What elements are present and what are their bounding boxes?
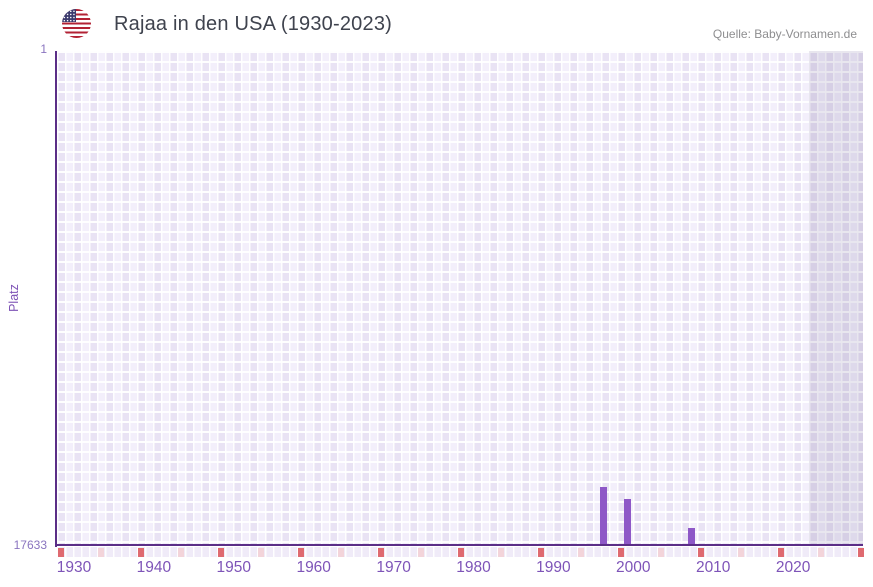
decade-marker-cell <box>57 547 65 557</box>
x-tick-1960: 1960 <box>296 559 331 576</box>
timeline-marker-row <box>57 547 865 557</box>
half-decade-marker-cell <box>497 547 505 557</box>
decade-marker-cell <box>457 547 465 557</box>
half-decade-marker-cell <box>177 547 185 557</box>
decade-marker-cell <box>857 547 865 557</box>
x-tick-1940: 1940 <box>136 559 172 576</box>
decade-marker-cell <box>137 547 145 557</box>
half-decade-marker-cell <box>737 547 745 557</box>
decade-marker-cell <box>617 547 625 557</box>
x-tick-1970: 1970 <box>376 559 411 576</box>
rank-bar-2007[interactable] <box>688 528 696 545</box>
decade-marker-cell <box>377 547 385 557</box>
us-flag-icon <box>62 9 91 38</box>
plot-area[interactable] <box>57 51 863 545</box>
half-decade-marker-cell <box>817 547 825 557</box>
us-flag-canton <box>62 9 76 22</box>
decade-marker-cell <box>537 547 545 557</box>
source-credit: Quelle: Baby-Vornamen.de <box>712 27 857 41</box>
half-decade-marker-cell <box>417 547 425 557</box>
x-axis-line <box>55 544 863 547</box>
x-tick-1980: 1980 <box>456 559 491 576</box>
half-decade-marker-cell <box>577 547 585 557</box>
decade-marker-cell <box>777 547 785 557</box>
x-tick-2000: 2000 <box>616 559 651 576</box>
y-axis-line <box>55 51 58 547</box>
y-tick-worst-rank: 17633 <box>13 538 47 552</box>
future-years-shade <box>809 51 863 545</box>
half-decade-marker-cell <box>657 547 665 557</box>
x-tick-1950: 1950 <box>216 559 252 576</box>
half-decade-marker-cell <box>97 547 105 557</box>
y-tick-best-rank: 1 <box>40 42 47 56</box>
half-decade-marker-cell <box>337 547 345 557</box>
half-decade-marker-cell <box>257 547 265 557</box>
y-axis-title: Platz <box>7 284 21 312</box>
page-title: Rajaa in den USA (1930-2023) <box>114 13 393 35</box>
x-tick-1990: 1990 <box>536 559 571 576</box>
decade-marker-cell <box>297 547 305 557</box>
x-tick-2020: 2020 <box>775 559 811 576</box>
x-tick-2010: 2010 <box>695 559 731 576</box>
decade-marker-cell <box>697 547 705 557</box>
rank-bar-1996[interactable] <box>600 487 608 545</box>
x-tick-1930: 1930 <box>56 559 92 576</box>
decade-marker-cell <box>217 547 225 557</box>
rank-bar-1999[interactable] <box>624 499 632 545</box>
